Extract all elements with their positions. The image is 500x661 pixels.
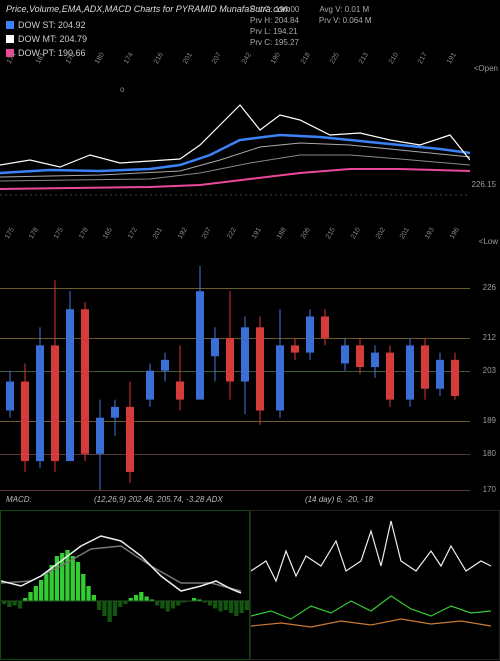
candle-svg xyxy=(0,255,470,490)
adx-panel xyxy=(250,510,500,660)
axis-hint-open: <Open xyxy=(474,64,498,73)
swatch-st xyxy=(6,21,14,29)
prev-high: Prv H: 204.84 xyxy=(250,15,299,26)
avg-vol: Avg V: 0.01 M xyxy=(319,4,369,15)
axis-hint-low: <Low xyxy=(479,237,498,246)
prev-low: Prv L: 194.21 xyxy=(250,26,298,37)
legend-st-label: DOW ST: 204.92 xyxy=(18,18,86,32)
legend-dow-mt: DOW MT: 204.79 xyxy=(6,32,87,46)
chart-container: Price,Volume,EMA,ADX,MACD Charts for PYR… xyxy=(0,0,500,660)
adx-svg xyxy=(251,511,499,659)
bottom-indicator-panels xyxy=(0,510,500,660)
ohlc-info: Prv O: 196.00 Avg V: 0.01 M Prv H: 204.84… xyxy=(250,4,372,48)
legend-mt-label: DOW MT: 204.79 xyxy=(18,32,87,46)
macd-svg xyxy=(1,511,249,659)
prev-open: Prv O: 196.00 xyxy=(250,4,299,15)
macd-panel xyxy=(0,510,250,660)
candle-panel: 226212203189180170 xyxy=(0,255,470,490)
price-label-right: 226.15 xyxy=(472,180,496,189)
prev-vol: Prv V: 0.064 M xyxy=(319,15,372,26)
adx-params: (14 day) 6, -20, -18 xyxy=(305,495,373,504)
upper-ema-panel: 226.15 xyxy=(0,85,470,215)
indicator-title-row: MACD: (12,26,9) 202.46, 205.74, -3.28 AD… xyxy=(6,495,494,504)
swatch-mt xyxy=(6,35,14,43)
macd-title: MACD: xyxy=(6,495,32,504)
upper-x-axis: 1741811781801742162012072421902182252132… xyxy=(0,60,470,67)
legend-dow-st: DOW ST: 204.92 xyxy=(6,18,87,32)
page-title: Price,Volume,EMA,ADX,MACD Charts for PYR… xyxy=(6,4,290,14)
macd-params: (12,26,9) 202.46, 205.74, -3.28 ADX xyxy=(94,495,223,504)
upper-svg xyxy=(0,85,470,215)
mid-x-axis: 1751781751781651722011922072221911882062… xyxy=(0,235,470,242)
prev-close: Prv C: 195.27 xyxy=(250,37,299,48)
